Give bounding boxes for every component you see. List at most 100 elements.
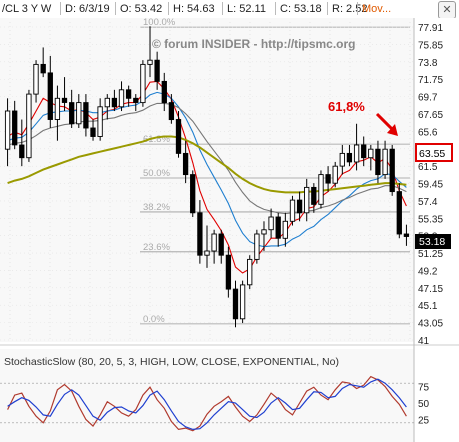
- close-label: C: 53.18: [280, 3, 322, 15]
- fibonacci-level-label: 50.0%: [143, 168, 170, 179]
- stochastic-axis-tick-label: 75: [418, 383, 430, 394]
- candle-body: [111, 97, 118, 108]
- candle-body: [304, 186, 310, 214]
- candle-body: [33, 63, 39, 95]
- candle-body: [12, 110, 18, 146]
- stochastic-label: StochasticSlow (80, 20, 5, 3, HIGH, LOW,…: [4, 356, 339, 368]
- fibonacci-level-label: 100.0%: [143, 17, 176, 28]
- candle-body: [190, 174, 196, 214]
- y-axis-tick-label: 49.2: [418, 266, 438, 277]
- y-axis-tick-label: 75.85: [418, 40, 443, 51]
- candle-body: [268, 216, 274, 231]
- y-axis-tick-label: 45.1: [418, 301, 438, 312]
- candle-body: [353, 144, 360, 163]
- candle-body: [296, 199, 303, 214]
- annotation-arrow: [375, 112, 395, 132]
- y-axis-tick-label: 57.4: [418, 197, 438, 208]
- candle-body: [133, 97, 139, 103]
- highlight-price-box: [415, 143, 453, 162]
- high-label: H: 54.63: [173, 3, 215, 15]
- candle-body: [289, 199, 296, 222]
- moving-average-line: [7, 135, 407, 194]
- candle-body: [375, 148, 381, 176]
- candle-body: [311, 186, 317, 205]
- candle-body: [403, 233, 410, 237]
- y-axis-tick-label: 47.15: [418, 284, 443, 295]
- symbol-label[interactable]: /CL 3 Y W: [2, 3, 52, 15]
- candle-body: [247, 258, 253, 286]
- header-divider: [60, 2, 61, 15]
- y-axis-tick-label: 65.6: [418, 127, 438, 138]
- candle-body: [332, 165, 338, 184]
- candle-body: [254, 233, 260, 260]
- header-divider: [222, 2, 223, 15]
- last-price-label: 53.18: [419, 236, 445, 248]
- price-panel-background: [0, 18, 414, 342]
- candle-body: [76, 102, 82, 125]
- y-axis-tick-label: 41: [418, 336, 430, 347]
- candle-body: [154, 59, 160, 82]
- candle-body: [19, 144, 25, 159]
- header-divider: [357, 2, 358, 15]
- stochastic-panel-background: [0, 349, 414, 442]
- candle-body: [90, 127, 96, 137]
- stochastic-series-line: [7, 375, 407, 432]
- y-axis-tick-label: 77.91: [418, 23, 443, 34]
- candle-body: [218, 233, 224, 256]
- fib-annotation-label: 61,8%: [328, 99, 365, 114]
- candle-body: [232, 288, 239, 320]
- chart-header: /CL 3 Y W D: 6/3/19 O: 53.42 H: 54.63 L:…: [0, 0, 459, 18]
- candle-body: [389, 148, 395, 193]
- header-divider: [115, 2, 116, 15]
- stochastic-axis-tick-label: 25: [418, 416, 430, 427]
- candle-body: [225, 254, 232, 290]
- fibonacci-level-label: 38.2%: [143, 202, 170, 213]
- candle-body: [396, 191, 402, 235]
- date-label: D: 6/3/19: [65, 3, 110, 15]
- close-icon[interactable]: ✕: [438, 1, 456, 18]
- candle-body: [118, 89, 125, 108]
- candle-body: [147, 59, 153, 65]
- candle-body: [69, 102, 75, 125]
- candle-body: [204, 250, 210, 256]
- header-divider: [327, 2, 328, 15]
- highlight-price-label: 63.55: [419, 148, 445, 160]
- candle-body: [346, 152, 353, 163]
- candle-body: [361, 144, 367, 159]
- y-axis-tick-label: 73.8: [418, 58, 438, 69]
- candle-body: [140, 63, 146, 104]
- candle-body: [182, 152, 189, 176]
- candle-body: [104, 97, 110, 108]
- candle-body: [211, 233, 217, 252]
- candle-body: [161, 80, 167, 104]
- candle-body: [4, 110, 11, 150]
- candle-body: [382, 148, 388, 176]
- y-axis-tick-label: 55.35: [418, 214, 443, 225]
- candle-body: [197, 212, 203, 256]
- candle-body: [368, 148, 374, 159]
- candle-body: [54, 97, 61, 120]
- candle-body: [47, 72, 53, 120]
- moving-average-label[interactable]: Mov...: [362, 3, 392, 15]
- candle-body: [175, 119, 182, 154]
- low-label: L: 52.11: [227, 3, 266, 15]
- candle-body: [325, 174, 331, 184]
- y-axis-tick-label: 67.65: [418, 110, 443, 121]
- header-divider: [275, 2, 276, 15]
- stochastic-axis-tick-label: 50: [418, 399, 430, 410]
- candle-body: [282, 220, 288, 239]
- fibonacci-level-label: 61.8%: [143, 134, 170, 145]
- y-axis-tick-label: 61.5: [418, 162, 438, 173]
- last-price-badge: [415, 234, 451, 249]
- y-axis-tick-label: 51.25: [418, 249, 443, 260]
- candle-body: [168, 102, 175, 121]
- candle-body: [239, 284, 246, 320]
- candle-body: [83, 102, 89, 129]
- candle-body: [61, 97, 68, 103]
- candle-body: [318, 174, 324, 205]
- open-label: O: 53.42: [120, 3, 163, 15]
- y-axis-tick-label: 43.05: [418, 319, 443, 330]
- candle-body: [339, 152, 345, 167]
- stochastic-series-line: [7, 378, 407, 431]
